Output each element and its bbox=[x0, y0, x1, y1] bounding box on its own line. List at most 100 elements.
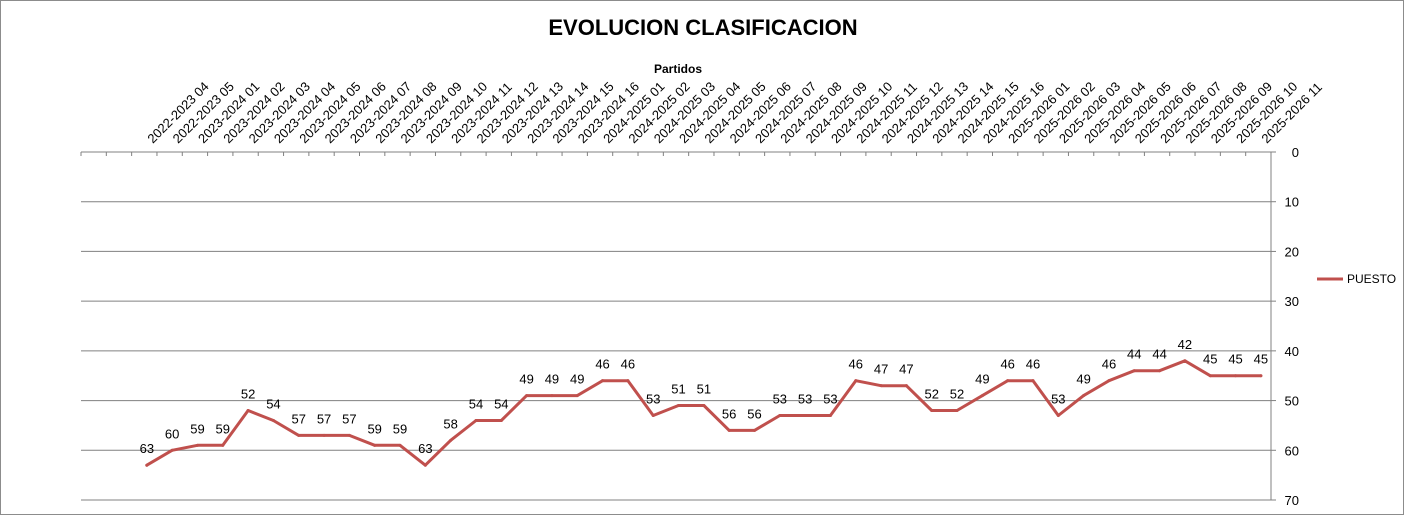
data-label: 59 bbox=[216, 421, 230, 436]
legend: PUESTO bbox=[1317, 272, 1396, 286]
data-label: 46 bbox=[1000, 357, 1014, 372]
data-point bbox=[195, 443, 199, 447]
data-label: 46 bbox=[621, 357, 635, 372]
grid-lines bbox=[81, 151, 1271, 501]
data-point bbox=[221, 443, 225, 447]
data-point bbox=[271, 418, 275, 422]
data-label: 52 bbox=[950, 387, 964, 402]
data-label: 52 bbox=[924, 387, 938, 402]
data-label: 46 bbox=[1026, 357, 1040, 372]
data-label: 45 bbox=[1203, 352, 1217, 367]
y-tick-label: 50 bbox=[1285, 394, 1299, 409]
data-label: 54 bbox=[266, 396, 280, 411]
data-point bbox=[1183, 359, 1187, 363]
data-label: 57 bbox=[317, 411, 331, 426]
data-label: 46 bbox=[849, 357, 863, 372]
data-point bbox=[1234, 374, 1238, 378]
data-label: 54 bbox=[469, 396, 483, 411]
data-point bbox=[145, 463, 149, 467]
data-point bbox=[828, 413, 832, 417]
data-point bbox=[1208, 374, 1212, 378]
data-label: 59 bbox=[393, 421, 407, 436]
data-label: 57 bbox=[292, 411, 306, 426]
data-point bbox=[170, 448, 174, 452]
data-label: 46 bbox=[595, 357, 609, 372]
y-tick-label: 20 bbox=[1285, 244, 1299, 259]
y-tick-label: 60 bbox=[1285, 443, 1299, 458]
y-tick-label: 10 bbox=[1285, 195, 1299, 210]
axes bbox=[80, 151, 1276, 501]
data-point bbox=[727, 428, 731, 432]
data-label: 53 bbox=[798, 391, 812, 406]
data-label: 63 bbox=[140, 441, 154, 456]
data-point bbox=[322, 433, 326, 437]
data-point bbox=[980, 394, 984, 398]
data-point bbox=[246, 409, 250, 413]
data-point bbox=[550, 394, 554, 398]
data-label: 54 bbox=[494, 396, 508, 411]
data-label: 52 bbox=[241, 387, 255, 402]
data-point bbox=[854, 379, 858, 383]
data-label: 46 bbox=[1102, 357, 1116, 372]
data-point bbox=[474, 418, 478, 422]
data-point bbox=[955, 409, 959, 413]
y-tick-label: 0 bbox=[1292, 145, 1299, 160]
data-point bbox=[373, 443, 377, 447]
data-label: 45 bbox=[1228, 352, 1242, 367]
data-label: 58 bbox=[443, 416, 457, 431]
data-label: 59 bbox=[190, 421, 204, 436]
data-label: 57 bbox=[342, 411, 356, 426]
data-point bbox=[879, 384, 883, 388]
data-point bbox=[575, 394, 579, 398]
data-point bbox=[752, 428, 756, 432]
y-tick-label: 40 bbox=[1285, 344, 1299, 359]
data-label: 53 bbox=[773, 391, 787, 406]
data-point bbox=[1031, 379, 1035, 383]
data-label: 59 bbox=[367, 421, 381, 436]
data-point bbox=[778, 413, 782, 417]
data-label: 44 bbox=[1152, 347, 1166, 362]
y-tick-label: 30 bbox=[1285, 294, 1299, 309]
data-point bbox=[347, 433, 351, 437]
data-label: 51 bbox=[671, 382, 685, 397]
data-point bbox=[1056, 413, 1060, 417]
data-label: 49 bbox=[1076, 372, 1090, 387]
data-point bbox=[1132, 369, 1136, 373]
data-label: 42 bbox=[1178, 337, 1192, 352]
data-point bbox=[1107, 379, 1111, 383]
legend-label-puesto: PUESTO bbox=[1347, 272, 1396, 286]
data-label: 56 bbox=[722, 406, 736, 421]
series-lines bbox=[145, 359, 1263, 467]
data-point bbox=[1082, 394, 1086, 398]
series-line-puesto bbox=[145, 359, 1263, 467]
data-point bbox=[904, 384, 908, 388]
data-point bbox=[525, 394, 529, 398]
data-point bbox=[702, 404, 706, 408]
data-label: 51 bbox=[697, 382, 711, 397]
data-labels: 63 60 59 59 52 54 57 57 57 59 59 63 58 54 54 49 49 49 46 46… bbox=[140, 337, 1269, 456]
data-point bbox=[1158, 369, 1162, 373]
data-point bbox=[449, 438, 453, 442]
data-label: 45 bbox=[1254, 352, 1268, 367]
data-point bbox=[423, 463, 427, 467]
data-label: 53 bbox=[646, 391, 660, 406]
data-point bbox=[297, 433, 301, 437]
chart-title: EVOLUCION CLASIFICACION bbox=[548, 15, 857, 40]
data-point bbox=[398, 443, 402, 447]
data-point bbox=[499, 418, 503, 422]
data-label: 63 bbox=[418, 441, 432, 456]
data-point bbox=[930, 409, 934, 413]
data-point bbox=[803, 413, 807, 417]
data-point bbox=[677, 404, 681, 408]
data-label: 49 bbox=[570, 372, 584, 387]
data-label: 47 bbox=[899, 362, 913, 377]
data-label: 47 bbox=[874, 362, 888, 377]
data-point bbox=[1259, 374, 1263, 378]
data-label: 53 bbox=[1051, 391, 1065, 406]
y-tick-labels: 0 10 20 30 40 50 60 70 bbox=[1285, 145, 1299, 508]
data-label: 60 bbox=[165, 426, 179, 441]
data-label: 49 bbox=[975, 372, 989, 387]
